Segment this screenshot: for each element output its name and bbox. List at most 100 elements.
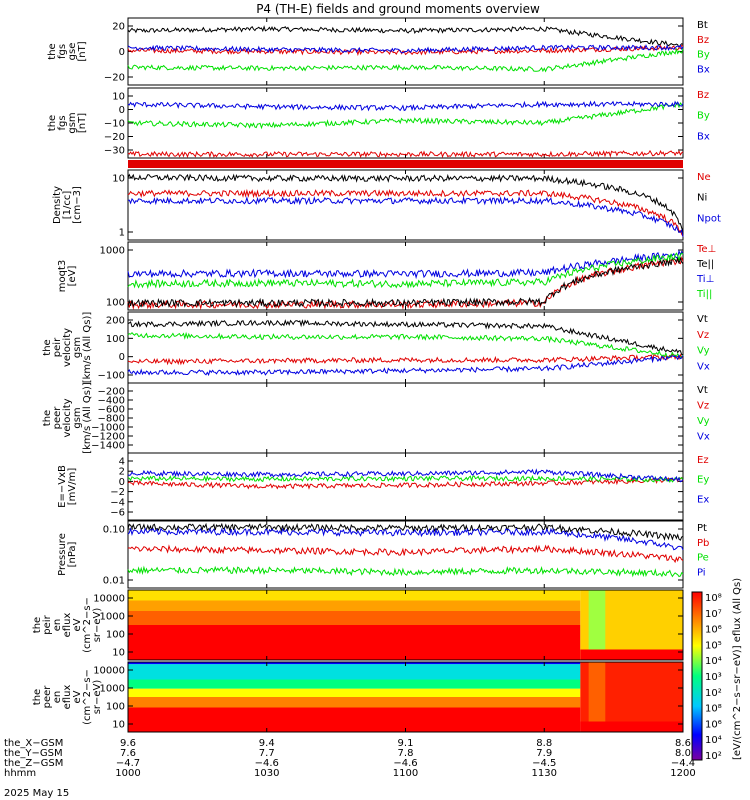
y-tick-label: 100 <box>106 702 125 713</box>
series-line-Ti|| <box>127 252 684 290</box>
footer-row-label: hhmm <box>4 768 36 779</box>
panel-fgs_gsm: 10 0 −10 −20 −30 the fgs gsm [nT] Bz By Bx <box>47 87 710 159</box>
panel-efield: 420−2−4−6 E=−VxB [mV/m] Ez Ey Ex <box>57 452 709 521</box>
y-axis-label: peir <box>52 337 63 357</box>
footer-value: 8.0 <box>675 748 691 759</box>
series-line-Ex <box>127 468 684 483</box>
series-line-Ne <box>127 188 684 237</box>
colorbar-tick: 10² <box>705 688 722 699</box>
legend-entry: Pe <box>697 553 709 564</box>
footer-value: 9.6 <box>120 738 136 749</box>
panel-pressure: 0.10 0.01 Pressure [nPa] Pt Pb Pe Pi <box>57 520 709 589</box>
legend-entry: Ne <box>697 172 711 183</box>
colorbar-tick: 10⁴ <box>705 735 722 746</box>
spectrogram-tail <box>588 662 606 732</box>
footer-value: 7.7 <box>259 748 275 759</box>
series-line-Ni <box>127 173 684 233</box>
legend-entry: Vx <box>697 432 710 443</box>
spectrogram-band <box>128 697 581 708</box>
y-axis-label: [nPa] <box>67 541 78 567</box>
legend-entry: Te|| <box>696 259 714 270</box>
panel-peir_spec: 10000 1000 100 10 the peir en eflux eV (cm^2−s− sr… <box>32 589 684 661</box>
footer-value: 1200 <box>670 768 695 779</box>
y-axis-label: Density <box>52 186 63 224</box>
y-tick-label: 2 <box>119 467 125 478</box>
series-line-Te|| <box>127 255 684 309</box>
figure-title: P4 (TH-E) fields and ground moments over… <box>256 2 540 16</box>
colorbar: [eV/(cm^2−s−sr−eV)] eflux (All Qs) 10⁸ 10… <box>691 578 743 762</box>
spectrogram-band <box>128 679 581 689</box>
legend-entry: Bz <box>697 90 709 101</box>
legend-entry: Ex <box>697 494 709 505</box>
panel-fgs: 20 0 −20 the fgs gse [nT] Bt Bz By Bx <box>47 17 710 86</box>
legend-entry: Ti⊥ <box>696 274 714 285</box>
footer-value: −4.6 <box>255 758 279 769</box>
legend-entry: Vt <box>697 385 708 396</box>
y-axis-label: peir <box>42 614 53 634</box>
legend-entry: Vy <box>697 416 710 427</box>
y-axis-label: sr−eV) <box>92 680 103 715</box>
legend-entry: Pi <box>697 567 706 578</box>
legend-entry: Vz <box>697 330 709 341</box>
y-axis-label: fgs <box>57 44 68 59</box>
series-line-Bt <box>127 25 684 49</box>
legend-entry: Ti|| <box>696 289 712 300</box>
spectrogram-band <box>128 688 581 697</box>
y-axis-label: fgs <box>57 115 68 130</box>
legend-entry: Bz <box>697 35 709 46</box>
y-axis-label: [cm−3] <box>72 186 83 224</box>
legend-entry: Vy <box>697 346 710 357</box>
legend-entry: Te⊥ <box>696 244 716 255</box>
separator-bar <box>128 160 683 168</box>
legend-entry: Ni <box>697 193 707 204</box>
spectrogram-band <box>128 600 581 611</box>
y-axis-label: [eV] <box>67 266 78 287</box>
series-line-Ti⊥ <box>127 249 684 280</box>
footer-value: 9.4 <box>259 738 275 749</box>
y-axis-label: moqt3 <box>57 260 68 293</box>
y-tick-label: 0.10 <box>103 525 125 536</box>
spectrogram-band <box>128 590 581 601</box>
footer-value: −4.6 <box>393 758 417 769</box>
y-axis-label: the <box>32 689 43 705</box>
y-axis-label: [km/s (All Qs)] <box>82 382 93 454</box>
y-axis-label: [km/s (All Qs)] <box>82 312 93 384</box>
spectrogram-tail <box>580 649 683 660</box>
y-tick-label: −1000 <box>91 423 125 434</box>
colorbar-tick: 10⁸ <box>705 704 722 715</box>
series-line-Npot <box>127 195 684 237</box>
series-line-Bz <box>127 149 684 159</box>
spectrogram-band <box>128 707 581 732</box>
y-axis-label: peer <box>52 406 63 430</box>
spectrogram-tail <box>580 721 683 732</box>
y-tick-label: 10 <box>112 720 125 731</box>
y-axis-label: the <box>42 410 53 426</box>
y-tick-label: −200 <box>98 387 125 398</box>
legend-entry: Vt <box>697 314 708 325</box>
series-line-By <box>127 102 684 130</box>
footer-value: 8.8 <box>536 738 552 749</box>
y-axis-label: gse <box>67 43 78 61</box>
y-axis-label: gsm <box>72 337 83 358</box>
footer-value: −4.4 <box>671 758 695 769</box>
y-tick-label: 0 <box>119 477 125 488</box>
colorbar-tick: 10² <box>705 751 722 762</box>
y-axis-label: eflux <box>62 613 73 638</box>
y-tick-label: 1000 <box>100 612 125 623</box>
series-line-Ey <box>127 474 684 484</box>
y-axis-label: velocity <box>62 328 73 367</box>
y-tick-label: −600 <box>98 405 125 416</box>
footer-value: −4.7 <box>116 758 140 769</box>
y-tick-label: 200 <box>106 316 125 327</box>
y-tick-label: 1000 <box>100 246 125 257</box>
y-axis-label: Pressure <box>57 533 68 576</box>
footer-row-label: the_X−GSM <box>4 738 63 749</box>
y-tick-label: −6 <box>110 508 125 519</box>
footer-layer: the_X−GSM 9.6 9.4 9.1 8.8 8.6 the_Y−GSM 7.6 7.7 7… <box>4 738 696 799</box>
y-tick-label: −20 <box>104 132 125 143</box>
legend-entry: Ez <box>697 455 709 466</box>
footer-value: −4.5 <box>532 758 556 769</box>
y-tick-label: 4 <box>119 457 125 468</box>
